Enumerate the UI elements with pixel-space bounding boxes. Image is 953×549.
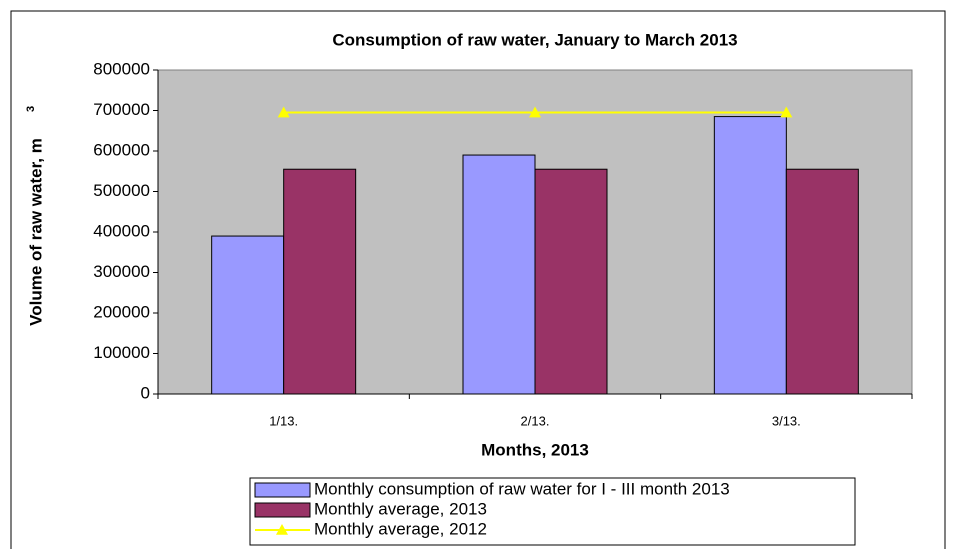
y-tick-label: 600000 — [93, 140, 150, 159]
y-tick-label: 300000 — [93, 262, 150, 281]
legend-label: Monthly average, 2013 — [314, 499, 487, 518]
y-tick-label: 0 — [141, 383, 150, 402]
line-marker — [277, 106, 290, 118]
x-tick-label: 1/13. — [269, 413, 298, 428]
y-tick-label: 700000 — [93, 100, 150, 119]
bar — [534, 168, 608, 395]
y-axis-title: Volume of raw water, m — [26, 138, 45, 326]
y-tick-label: 800000 — [93, 59, 150, 78]
chart-title: Consumption of raw water, January to Mar… — [332, 30, 737, 49]
legend-label: Monthly consumption of raw water for I -… — [314, 479, 730, 498]
y-axis-title-group: Volume of raw water, m 3 — [25, 106, 46, 326]
bar — [713, 116, 787, 395]
y-tick-label: 500000 — [93, 181, 150, 200]
y-tick-label: 400000 — [93, 221, 150, 240]
y-axis-title-superscript: 3 — [25, 106, 37, 112]
legend-swatch — [254, 482, 311, 498]
y-tick-label: 200000 — [93, 302, 150, 321]
bar — [462, 154, 536, 395]
line-marker — [529, 106, 541, 118]
bar — [211, 235, 285, 395]
x-tick-label: 2/13. — [521, 413, 550, 428]
bar — [785, 168, 859, 395]
x-axis-title: Months, 2013 — [481, 440, 589, 459]
line-marker — [780, 106, 793, 118]
y-tick-label: 100000 — [93, 343, 150, 362]
legend-swatch — [254, 502, 311, 518]
legend-marker — [276, 524, 288, 535]
x-tick-label: 3/13. — [772, 413, 801, 428]
bar — [283, 168, 357, 395]
legend-box — [249, 477, 856, 546]
legend-label: Monthly average, 2012 — [314, 519, 487, 538]
